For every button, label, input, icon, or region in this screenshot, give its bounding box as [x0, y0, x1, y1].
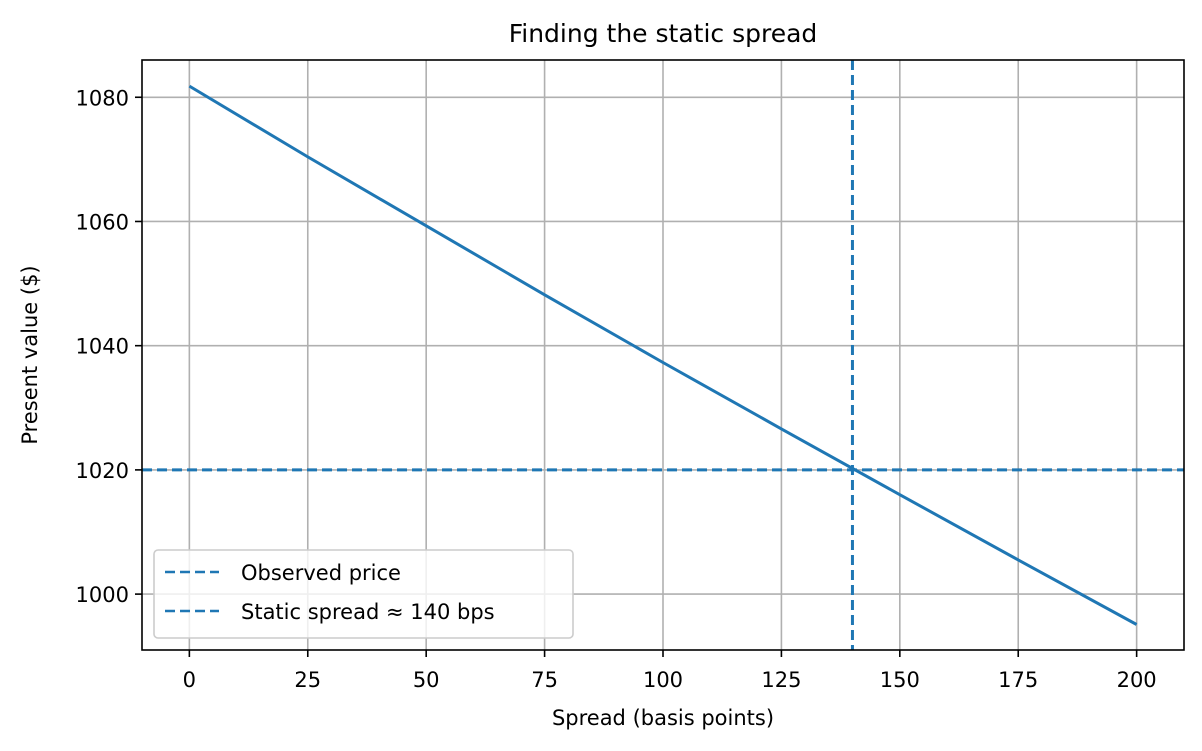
x-tick-label: 100	[643, 668, 683, 692]
x-axis-label: Spread (basis points)	[552, 706, 774, 730]
x-tick-label: 150	[880, 668, 920, 692]
legend: Observed price Static spread ≈ 140 bps	[153, 549, 574, 639]
x-tick-label: 175	[998, 668, 1038, 692]
y-tick-label: 1020	[76, 459, 129, 483]
x-tick-label: 75	[531, 668, 558, 692]
x-tick-label: 125	[761, 668, 801, 692]
y-tick-label: 1060	[76, 210, 129, 234]
x-tick-label: 0	[183, 668, 196, 692]
plot-area	[142, 60, 1184, 650]
y-tick-label: 1080	[76, 86, 129, 110]
legend-frame	[153, 549, 574, 639]
chart-title: Finding the static spread	[509, 19, 818, 48]
y-axis-label: Present value ($)	[18, 265, 42, 444]
legend-label-observed-price: Observed price	[241, 561, 401, 585]
axis-ticks: 0 25 50 75 100 125 150 175 200 1000 1020 1040 1060 10…	[76, 86, 1157, 692]
y-tick-label: 1040	[76, 335, 129, 359]
legend-label-static-spread: Static spread ≈ 140 bps	[241, 600, 495, 624]
x-tick-label: 25	[294, 668, 321, 692]
x-tick-label: 50	[413, 668, 440, 692]
x-tick-label: 200	[1117, 668, 1157, 692]
pv-curve-line	[188, 84, 1138, 626]
y-tick-label: 1000	[76, 583, 129, 607]
